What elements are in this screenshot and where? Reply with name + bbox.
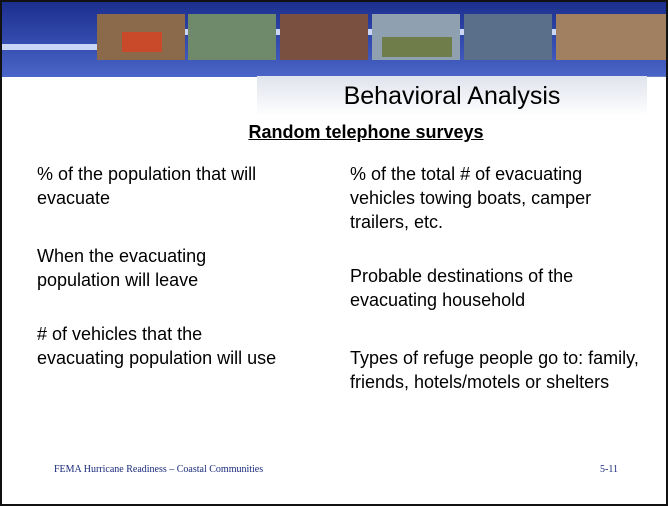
bullet: When the evacuating population will leav… — [37, 244, 292, 292]
subtitle: Random telephone surveys — [2, 122, 668, 143]
bullet: Probable destinations of the evacuating … — [350, 264, 650, 312]
banner — [2, 2, 668, 77]
page-number: 5-11 — [600, 464, 618, 475]
slide-title: Behavioral Analysis — [257, 76, 647, 116]
bullet: % of the total # of evacuating vehicles … — [350, 162, 650, 234]
bullet: # of vehicles that the evacuating popula… — [37, 322, 292, 370]
bullet: Types of refuge people go to: family, fr… — [350, 346, 650, 394]
footer-text: FEMA Hurricane Readiness – Coastal Commu… — [54, 464, 263, 475]
bullet: % of the population that will evacuate — [37, 162, 292, 210]
slide: Behavioral Analysis Random telephone sur… — [0, 0, 668, 506]
